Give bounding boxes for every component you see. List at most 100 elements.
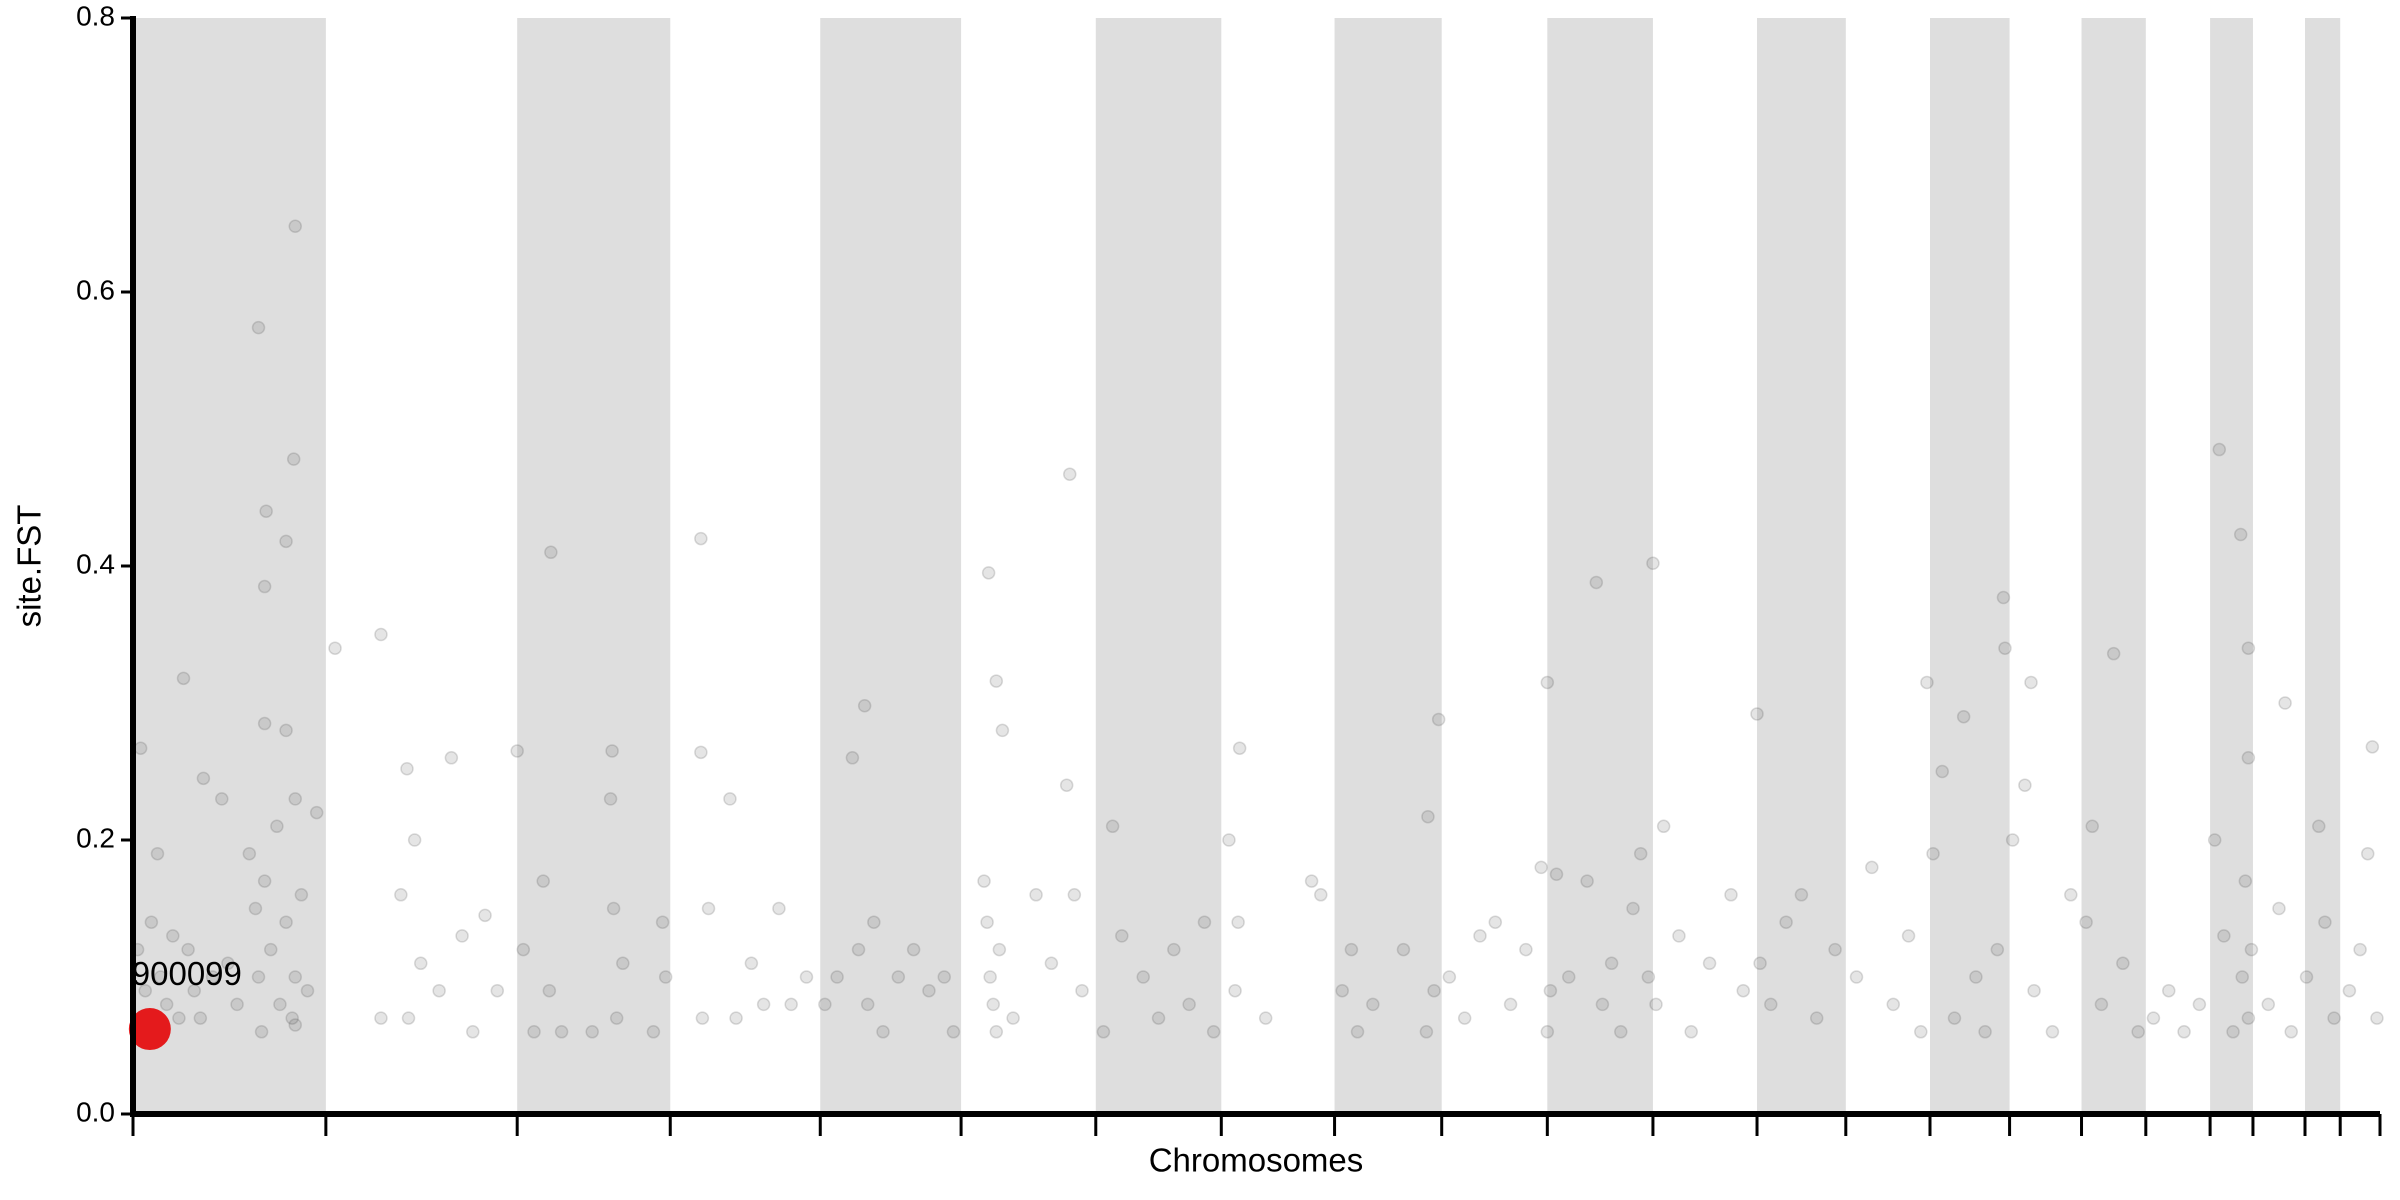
point	[772, 901, 786, 916]
point	[542, 983, 557, 998]
point	[585, 1025, 599, 1039]
point	[2131, 1025, 2145, 1039]
point	[723, 792, 737, 806]
point	[328, 641, 342, 655]
point	[374, 627, 388, 642]
y-tick-label: 0.8	[76, 0, 115, 31]
point	[2212, 442, 2227, 457]
point	[1421, 809, 1435, 824]
point	[2241, 641, 2256, 655]
chromosome-band	[1095, 18, 1222, 1114]
point	[1633, 846, 1648, 861]
point	[1990, 942, 2005, 957]
point	[2027, 983, 2041, 998]
point	[2312, 819, 2326, 834]
point	[1649, 997, 1663, 1012]
point	[1865, 860, 1879, 875]
point	[259, 504, 273, 518]
point	[2106, 646, 2121, 661]
point	[2235, 970, 2249, 984]
point	[655, 915, 670, 929]
chromosome-band	[1929, 18, 2010, 1114]
y-tick-label: 0.0	[76, 1096, 115, 1127]
point	[2272, 901, 2286, 916]
point	[444, 751, 459, 765]
point	[946, 1025, 961, 1039]
point	[2226, 1025, 2240, 1039]
point	[257, 874, 272, 888]
highlight-point	[128, 1008, 171, 1051]
point	[1956, 709, 1971, 724]
point	[2079, 915, 2093, 929]
point	[799, 970, 814, 984]
point	[1886, 997, 1901, 1012]
point	[2085, 819, 2099, 834]
point	[2244, 942, 2259, 957]
point	[1672, 929, 1686, 943]
point	[1044, 956, 1059, 971]
y-axis-label: site.FST	[11, 505, 48, 628]
point	[1473, 929, 1487, 943]
point	[1222, 833, 1236, 847]
chromosome-band	[1547, 18, 1653, 1114]
point	[242, 846, 257, 861]
point	[490, 983, 505, 998]
chromosome-band	[2210, 18, 2253, 1114]
point	[1589, 575, 1604, 590]
point	[554, 1025, 569, 1039]
point	[1335, 983, 1349, 998]
point	[181, 942, 195, 957]
y-tick-label: 0.2	[76, 822, 115, 853]
point	[270, 819, 284, 834]
point	[609, 1011, 624, 1025]
point	[1105, 819, 1120, 834]
point	[394, 888, 408, 902]
point	[1614, 1025, 1628, 1039]
point	[986, 997, 1000, 1012]
point	[701, 901, 716, 916]
point	[2238, 874, 2253, 888]
point	[2370, 1011, 2384, 1025]
point	[756, 997, 771, 1012]
point	[2365, 740, 2380, 754]
point	[1096, 1025, 1111, 1039]
point	[1304, 874, 1319, 888]
point	[196, 771, 211, 786]
point	[1519, 942, 1533, 957]
point	[230, 997, 244, 1012]
point	[176, 671, 191, 686]
point	[989, 674, 1004, 688]
point	[193, 1011, 208, 1025]
point	[257, 579, 272, 594]
point	[1750, 707, 1764, 721]
point	[1901, 929, 1916, 943]
point	[1442, 970, 1457, 984]
point	[1182, 997, 1196, 1012]
chromosome-band	[2304, 18, 2341, 1114]
point	[860, 997, 875, 1012]
point	[2353, 942, 2367, 957]
point	[1197, 915, 1212, 929]
point	[1604, 956, 1619, 971]
point	[159, 997, 174, 1012]
point	[1969, 970, 1983, 984]
point	[221, 956, 235, 971]
point	[251, 320, 266, 335]
chromosome-band	[1757, 18, 1846, 1114]
point	[294, 888, 309, 902]
point	[1059, 778, 1074, 792]
point	[2342, 983, 2357, 998]
point	[784, 997, 798, 1012]
point	[729, 1011, 743, 1025]
point	[1794, 888, 1809, 902]
point	[251, 970, 266, 984]
point	[695, 1011, 710, 1025]
chromosome-band	[2081, 18, 2146, 1114]
point	[2318, 915, 2332, 929]
point	[1724, 888, 1738, 902]
point	[1344, 942, 1359, 957]
point	[1534, 860, 1548, 875]
point	[1206, 1025, 1221, 1039]
point	[1914, 1025, 1928, 1039]
